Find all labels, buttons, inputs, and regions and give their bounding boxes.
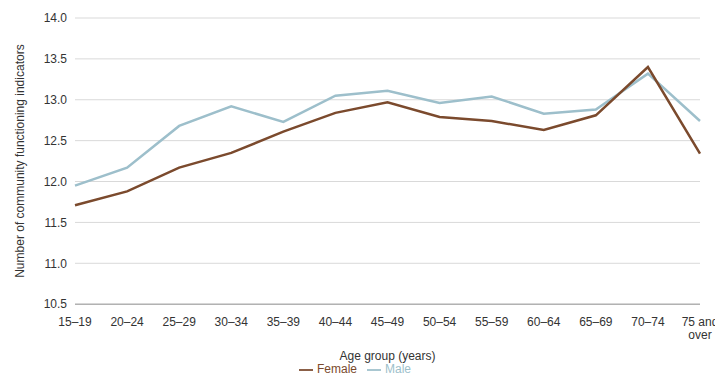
svg-text:11.0: 11.0: [45, 257, 68, 271]
svg-text:30–34: 30–34: [215, 315, 249, 329]
svg-text:40–44: 40–44: [319, 315, 353, 329]
svg-text:12.0: 12.0: [44, 175, 68, 189]
svg-text:15–19: 15–19: [58, 315, 92, 329]
svg-text:50–54: 50–54: [423, 315, 457, 329]
svg-text:Age group (years): Age group (years): [339, 349, 435, 363]
svg-text:75 and: 75 and: [682, 315, 715, 329]
svg-text:over: over: [688, 328, 711, 342]
html-text:Male: Male: [385, 362, 411, 377]
svg-text:70–74: 70–74: [631, 315, 665, 329]
svg-text:11.5: 11.5: [45, 216, 68, 230]
html-text:Female: Female: [317, 362, 357, 377]
svg-text:45–49: 45–49: [371, 315, 405, 329]
svg-text:20–24: 20–24: [110, 315, 144, 329]
svg-text:13.0: 13.0: [44, 93, 68, 107]
svg-text:35–39: 35–39: [267, 315, 301, 329]
svg-text:60–64: 60–64: [527, 315, 561, 329]
svg-text:10.5: 10.5: [44, 297, 68, 311]
svg-text:25–29: 25–29: [162, 315, 196, 329]
svg-text:14.0: 14.0: [44, 11, 68, 25]
svg-text:55–59: 55–59: [475, 315, 509, 329]
svg-text:Number of community functionin: Number of community functioning indicato…: [13, 44, 27, 277]
svg-text:12.5: 12.5: [44, 134, 68, 148]
svg-text:65–69: 65–69: [579, 315, 613, 329]
svg-text:13.5: 13.5: [44, 52, 68, 66]
